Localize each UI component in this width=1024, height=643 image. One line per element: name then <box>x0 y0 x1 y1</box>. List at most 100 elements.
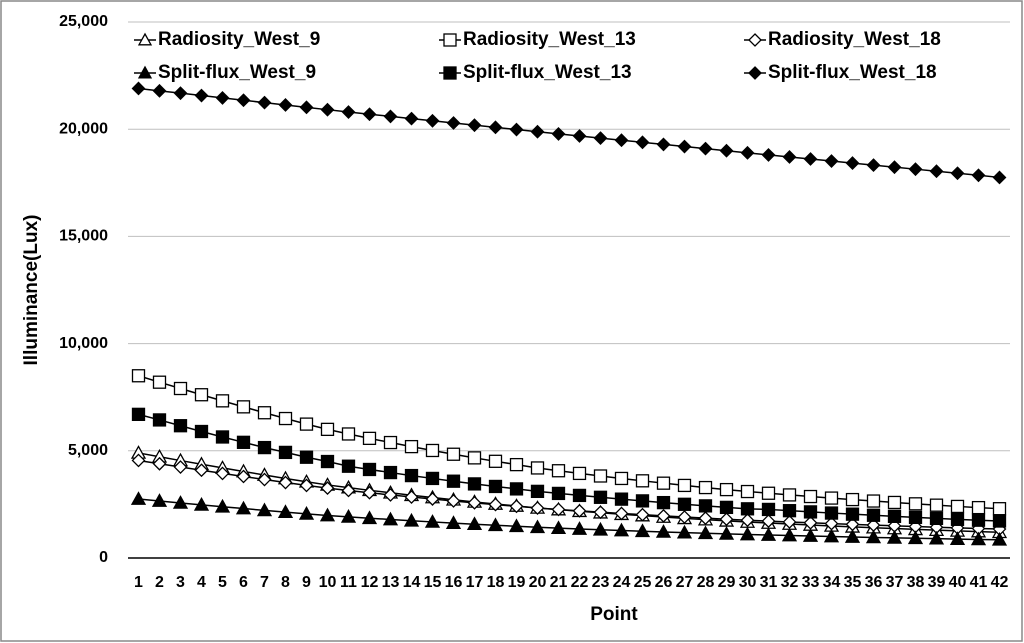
marker <box>425 471 440 486</box>
x-tick-label: 4 <box>197 574 206 591</box>
marker <box>887 495 902 510</box>
marker <box>362 107 377 122</box>
y-tick-label: 5,000 <box>68 442 108 459</box>
marker <box>530 461 545 475</box>
marker <box>151 493 168 507</box>
x-tick-label: 38 <box>907 574 925 591</box>
marker <box>172 495 189 509</box>
marker <box>278 445 293 460</box>
marker <box>992 170 1007 185</box>
marker <box>404 490 419 504</box>
marker <box>362 462 377 477</box>
marker <box>572 466 587 481</box>
marker <box>215 430 230 444</box>
x-tick-label: 6 <box>239 574 248 591</box>
legend-label: Radiosity_West_9 <box>158 29 320 50</box>
marker <box>887 509 902 523</box>
marker <box>677 139 692 154</box>
x-tick-label: 32 <box>781 574 799 591</box>
marker <box>550 520 567 535</box>
marker <box>424 514 441 528</box>
x-tick-label: 12 <box>361 574 379 591</box>
marker <box>341 483 356 498</box>
marker <box>215 90 230 105</box>
y-tick-label: 10,000 <box>59 335 108 352</box>
marker <box>719 512 734 527</box>
marker <box>782 150 797 164</box>
x-tick-label: 26 <box>655 574 673 591</box>
marker <box>781 527 798 542</box>
marker <box>886 530 903 544</box>
x-axis-title: Point <box>590 604 638 625</box>
marker <box>572 488 587 503</box>
marker <box>908 162 923 177</box>
legend-label: Split-flux_West_13 <box>463 62 632 83</box>
marker <box>613 522 630 537</box>
x-tick-label: 28 <box>697 574 715 591</box>
marker <box>488 497 503 512</box>
marker <box>782 488 797 502</box>
marker <box>803 489 818 504</box>
marker <box>677 478 692 493</box>
marker <box>748 66 762 80</box>
marker <box>488 454 503 468</box>
marker <box>761 514 776 528</box>
x-tick-label: 24 <box>613 574 631 591</box>
x-tick-label: 34 <box>823 574 841 591</box>
legend-label: Split-flux_West_18 <box>768 62 937 83</box>
x-tick-label: 22 <box>571 574 589 591</box>
legend-item: Radiosity_West_18 <box>744 29 941 50</box>
marker <box>656 476 671 490</box>
y-axis-title: Illuminance(Lux) <box>21 215 42 366</box>
marker <box>236 400 251 414</box>
x-tick-label: 19 <box>508 574 526 591</box>
marker <box>845 156 860 170</box>
marker <box>677 497 692 511</box>
x-tick-label: 25 <box>634 574 652 591</box>
x-tick-label: 16 <box>445 574 463 591</box>
marker <box>278 475 293 490</box>
marker <box>740 502 755 516</box>
marker <box>403 512 420 527</box>
legend-item: Split-flux_West_13 <box>439 62 632 83</box>
marker <box>173 381 188 396</box>
marker <box>593 490 608 504</box>
marker <box>844 529 861 543</box>
marker <box>698 499 713 513</box>
x-tick-label: 39 <box>928 574 946 591</box>
x-tick-label: 40 <box>949 574 967 591</box>
marker <box>194 388 209 402</box>
marker <box>719 143 734 158</box>
marker <box>656 495 671 510</box>
marker <box>298 506 315 520</box>
marker <box>443 33 457 47</box>
legend-item: Split-flux_West_18 <box>744 62 937 83</box>
marker <box>803 152 818 166</box>
marker <box>299 100 314 115</box>
marker <box>991 531 1008 546</box>
marker <box>614 471 629 486</box>
x-tick-label: 27 <box>676 574 694 591</box>
marker <box>236 435 251 449</box>
legend-label: Radiosity_West_18 <box>768 29 941 50</box>
marker <box>740 145 755 160</box>
x-tick-label: 18 <box>487 574 505 591</box>
x-tick-label: 30 <box>739 574 757 591</box>
marker <box>278 411 293 426</box>
x-tick-label: 36 <box>865 574 883 591</box>
marker <box>404 468 419 483</box>
marker <box>152 456 167 471</box>
marker <box>530 124 545 139</box>
marker <box>887 160 902 175</box>
marker <box>137 32 153 46</box>
marker <box>655 524 672 538</box>
marker <box>319 507 336 522</box>
marker <box>949 531 966 545</box>
marker <box>257 440 272 455</box>
marker <box>320 454 335 469</box>
marker <box>866 494 881 508</box>
marker <box>845 492 860 507</box>
marker <box>845 507 860 521</box>
marker <box>278 98 293 112</box>
marker <box>425 443 440 458</box>
